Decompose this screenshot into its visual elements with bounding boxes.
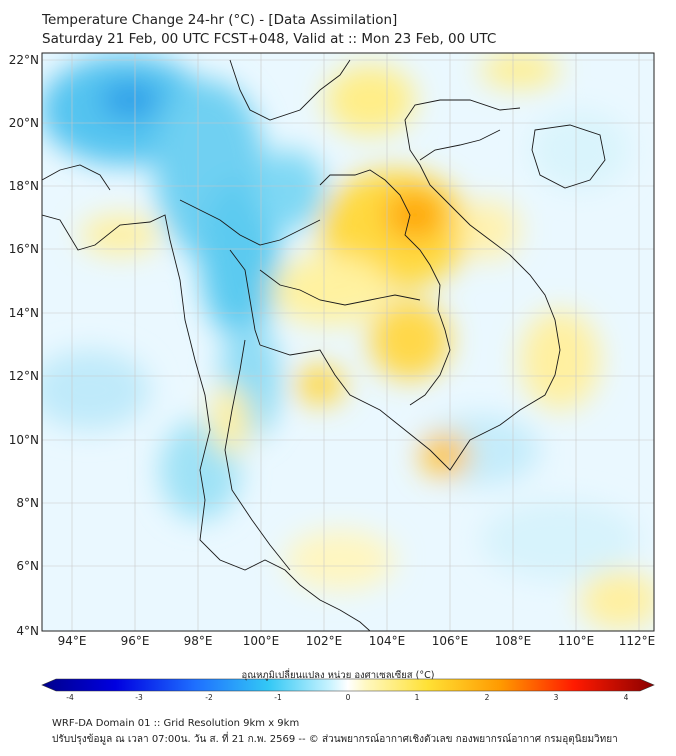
colorbar: -4 -3 -2 -1 0 1 2 3 4 <box>41 678 655 702</box>
footer-credit: ปรับปรุงข้อมูล ณ เวลา 07:00น. วัน ส. ที่… <box>52 734 618 745</box>
latitude-labels: 22°N 20°N 18°N 16°N 14°N 12°N 10°N 8°N 6… <box>9 53 39 638</box>
colorbar-tick: -1 <box>274 693 282 702</box>
map-title: Temperature Change 24-hr (°C) - [Data As… <box>42 12 398 28</box>
map-frame <box>41 52 655 632</box>
colorbar-tick: 0 <box>346 693 351 702</box>
lat-label: 8°N <box>16 496 39 510</box>
colorbar-tick: 2 <box>485 693 490 702</box>
lat-label: 6°N <box>16 559 39 573</box>
lon-label: 112°E <box>619 634 656 648</box>
lat-label: 16°N <box>9 242 39 256</box>
temperature-field <box>42 53 654 631</box>
lat-label: 12°N <box>9 369 39 383</box>
colorbar-tick: -3 <box>135 693 143 702</box>
lon-label: 108°E <box>495 634 532 648</box>
lon-label: 106°E <box>432 634 469 648</box>
lon-label: 100°E <box>243 634 280 648</box>
map-subtitle: Saturday 21 Feb, 00 UTC FCST+048, Valid … <box>42 31 497 47</box>
lat-label: 10°N <box>9 433 39 447</box>
colorbar-tick: 1 <box>415 693 420 702</box>
lat-label: 20°N <box>9 116 39 130</box>
lat-lon-grid <box>42 53 654 631</box>
colorbar-tick: -4 <box>66 693 74 702</box>
lon-label: 104°E <box>369 634 406 648</box>
lon-label: 98°E <box>184 634 213 648</box>
lat-label: 14°N <box>9 306 39 320</box>
colorbar-label: อุณหภูมิเปลี่ยนแปลง หน่วย องศาเซลเซียส (… <box>241 670 435 681</box>
lon-label: 94°E <box>58 634 87 648</box>
lat-label: 4°N <box>16 624 39 638</box>
lon-label: 110°E <box>558 634 595 648</box>
colorbar-ticks: -4 -3 -2 -1 0 1 2 3 4 <box>66 693 628 702</box>
lat-label: 22°N <box>9 53 39 67</box>
colorbar-tick: 4 <box>624 693 629 702</box>
coastline-borders <box>42 59 606 631</box>
lat-label: 18°N <box>9 179 39 193</box>
lon-label: 96°E <box>121 634 150 648</box>
colorbar-gradient <box>41 678 655 692</box>
lon-label: 102°E <box>306 634 343 648</box>
footer-model-info: WRF-DA Domain 01 :: Grid Resolution 9km … <box>52 718 300 729</box>
longitude-labels: 94°E 96°E 98°E 100°E 102°E 104°E 106°E 1… <box>58 634 656 648</box>
colorbar-tick: 3 <box>554 693 559 702</box>
colorbar-tick: -2 <box>205 693 213 702</box>
